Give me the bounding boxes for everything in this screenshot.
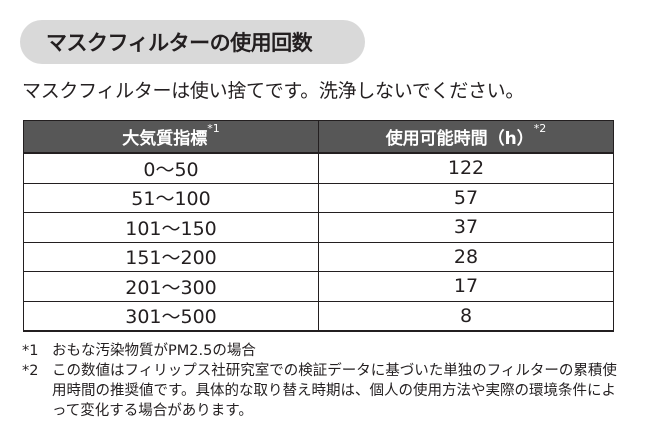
intro-text: マスクフィルターは使い捨てです。洗浄しないでください。 — [22, 80, 525, 102]
hours-cell: 57 — [318, 182, 614, 213]
footnote-mark: *2 — [22, 363, 39, 379]
section-heading-text: マスクフィルターの使用回数 — [46, 31, 313, 55]
table-row: 151～200 28 — [23, 241, 614, 272]
footnote-mark: *1 — [22, 343, 39, 359]
filter-usage-table: 大気質指標*1 使用可能時間（h）*2 0～50 122 51～100 57 1… — [23, 120, 614, 332]
footnotes: *1 おもな汚染物質がPM2.5の場合 *2 この数値はフィリップス社研究室での… — [22, 341, 622, 421]
table-row: 101～150 37 — [23, 212, 614, 243]
aqi-range-cell: 0～50 — [23, 152, 319, 184]
table-row: 201～300 17 — [23, 271, 614, 302]
header-usable-hours: 使用可能時間（h）*2 — [318, 120, 614, 154]
footnote-1: *1 おもな汚染物質がPM2.5の場合 — [22, 341, 622, 361]
hours-cell: 8 — [318, 300, 614, 332]
aqi-range-cell: 151～200 — [23, 241, 319, 272]
footnote-2: *2 この数値はフィリップス社研究室での検証データに基づいた単独のフィルターの累… — [22, 361, 622, 421]
section-heading: マスクフィルターの使用回数 — [20, 20, 365, 64]
header-air-quality-index: 大気質指標*1 — [23, 120, 319, 154]
table-header-row: 大気質指標*1 使用可能時間（h）*2 — [23, 120, 614, 154]
hours-cell: 37 — [318, 212, 614, 243]
hours-cell: 122 — [318, 152, 614, 184]
aqi-range-cell: 101～150 — [23, 212, 319, 243]
table-row: 301～500 8 — [23, 300, 614, 332]
footnote-ref: *1 — [207, 122, 220, 135]
hours-cell: 28 — [318, 241, 614, 272]
table-row: 0～50 122 — [23, 152, 614, 184]
aqi-range-cell: 51～100 — [23, 182, 319, 213]
hours-cell: 17 — [318, 271, 614, 302]
aqi-range-cell: 301～500 — [23, 300, 319, 332]
footnote-text: この数値はフィリップス社研究室での検証データに基づいた単独のフィルターの累積使用… — [52, 363, 617, 419]
footnote-text: おもな汚染物質がPM2.5の場合 — [52, 343, 256, 359]
table-row: 51～100 57 — [23, 182, 614, 213]
aqi-range-cell: 201～300 — [23, 271, 319, 302]
footnote-ref: *2 — [533, 122, 547, 135]
